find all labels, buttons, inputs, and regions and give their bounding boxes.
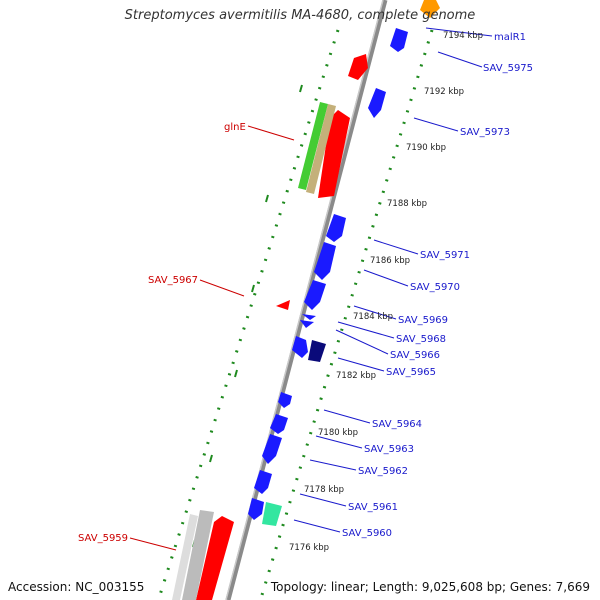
gene-label[interactable]: SAV_5966 (390, 350, 440, 361)
gene-label[interactable]: SAV_5962 (358, 466, 408, 477)
kbp-tick: 7184 kbp (353, 312, 393, 322)
gene-SAV-5975 (368, 88, 386, 118)
gene-SAV-5968 (302, 314, 316, 320)
gene-label[interactable]: SAV_5961 (348, 502, 398, 513)
gene-label[interactable]: SAV_5969 (398, 315, 448, 326)
forward-genes (248, 28, 408, 520)
kbp-tick: 7188 kbp (387, 199, 427, 209)
left-label-leaders (129, 125, 295, 551)
genome-summary-text: Topology: linear; Length: 9,025,608 bp; … (270, 580, 590, 594)
gene-SAV-5971 (326, 214, 346, 242)
gene-label[interactable]: SAV_5970 (410, 282, 460, 293)
gene-label[interactable]: SAV_5965 (386, 367, 436, 378)
gene-label[interactable]: SAV_5963 (364, 444, 414, 455)
gene-label[interactable]: SAV_5964 (372, 419, 422, 430)
gene-label[interactable]: SAV_5971 (420, 250, 470, 261)
gene-label[interactable]: SAV_5975 (483, 63, 533, 74)
right-label-leaders (293, 27, 493, 533)
gene-label[interactable]: SAV_5968 (396, 334, 446, 345)
gene-SAV-5962 (262, 434, 282, 464)
kbp-tick: 7194 kbp (443, 31, 483, 41)
ruler-left (158, 29, 340, 596)
gene-SAV-5967 (276, 300, 290, 310)
gene-SAV-5959 (196, 516, 234, 600)
kbp-tick: 7192 kbp (424, 87, 464, 97)
gene-grey-b (172, 514, 198, 600)
gene-tan (306, 104, 336, 194)
gene-SAV-5964 (278, 392, 292, 408)
gene-green (298, 102, 328, 190)
gene-SAV-5966 (308, 340, 326, 362)
gene-label[interactable]: glnE (224, 122, 246, 133)
kbp-tick: 7182 kbp (336, 371, 376, 381)
gene-grey-a (182, 510, 214, 600)
kbp-tick: 7186 kbp (370, 256, 410, 266)
gene-SAV-5961 (254, 470, 272, 494)
genome-title: Streptomyces avermitilis MA-4680, comple… (124, 8, 476, 23)
gene-SAV-5965 (292, 336, 308, 358)
left-gene-labels: glnE SAV_5967 SAV_5959 (78, 122, 246, 544)
kbp-tick: 7180 kbp (318, 428, 358, 438)
gene-SAV-5960 (262, 502, 282, 526)
gene-label[interactable]: malR1 (494, 32, 526, 43)
gene-label[interactable]: SAV_5973 (460, 127, 510, 138)
gene-glnE (318, 110, 350, 198)
accession-text: Accession: NC_003155 (8, 580, 145, 594)
reverse-red-genes (196, 54, 368, 600)
gene-SAV-5961b (248, 498, 264, 520)
gene-orange-top (420, 0, 440, 18)
gene-SAV-5968b (300, 320, 314, 328)
gene-red-top (348, 54, 368, 80)
kbp-tick-labels: 7194 kbp 7192 kbp 7190 kbp 7188 kbp 7186… (289, 31, 483, 553)
gene-label[interactable]: SAV_5960 (342, 528, 392, 539)
ruler-right (260, 29, 434, 596)
gene-malR1 (390, 28, 408, 52)
gene-SAV-5970 (314, 242, 336, 280)
kbp-tick: 7178 kbp (304, 485, 344, 495)
gene-SAV-5963 (270, 414, 288, 434)
kbp-tick: 7190 kbp (406, 143, 446, 153)
gene-SAV-5969 (304, 280, 326, 310)
gene-label[interactable]: SAV_5959 (78, 533, 128, 544)
right-gene-labels: malR1 SAV_5975 SAV_5973 SAV_5971 SAV_597… (342, 32, 533, 539)
kbp-tick: 7176 kbp (289, 543, 329, 553)
ruler-left-majors (192, 84, 303, 548)
gene-label[interactable]: SAV_5967 (148, 275, 198, 286)
